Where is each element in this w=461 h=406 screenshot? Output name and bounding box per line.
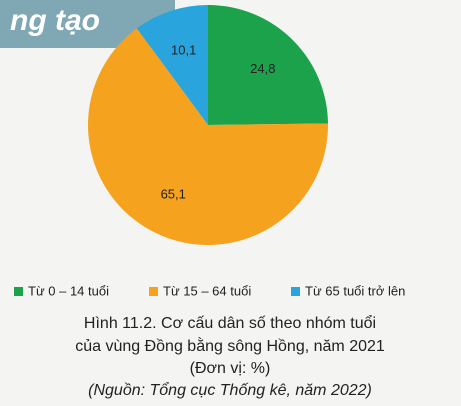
value-label: 65,1	[161, 186, 186, 201]
legend-label: Từ 65 tuổi trở lên	[305, 283, 405, 298]
caption: (Đơn vị: %)	[190, 360, 271, 377]
legend-label: Từ 15 – 64 tuổi	[163, 283, 251, 298]
legend-label: Từ 0 – 14 tuổi	[28, 283, 109, 298]
legend-swatch	[14, 287, 23, 296]
banner-text: ng tạo	[10, 4, 100, 37]
caption: của vùng Đồng bằng sông Hồng, năm 2021	[75, 336, 385, 355]
value-label: 24,8	[250, 61, 275, 76]
source: (Nguồn: Tổng cục Thống kê, năm 2022)	[88, 381, 372, 399]
pie-slice	[88, 28, 328, 245]
value-label: 10,1	[171, 42, 196, 57]
legend-swatch	[149, 287, 158, 296]
caption: Hình 11.2. Cơ cấu dân số theo nhóm tuổi	[84, 314, 376, 332]
pie-slice	[208, 5, 328, 125]
legend-swatch	[291, 287, 300, 296]
pie-slice	[136, 5, 208, 125]
